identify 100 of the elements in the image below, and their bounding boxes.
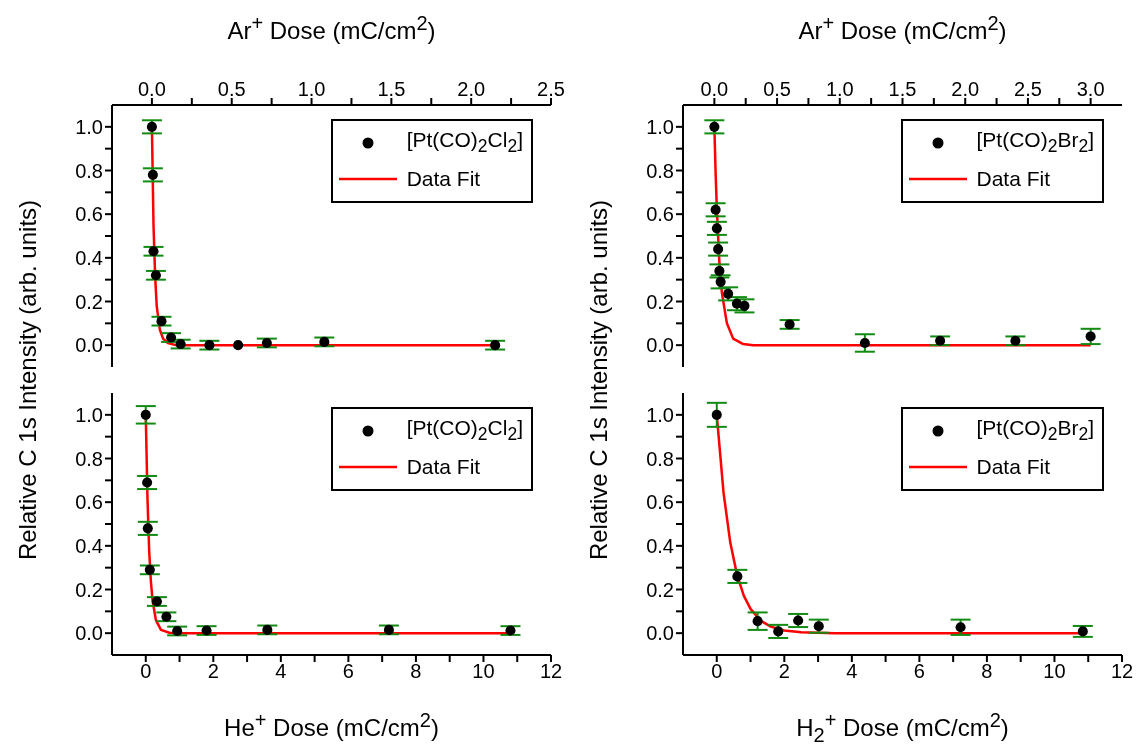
point	[204, 340, 215, 351]
legend-label: Data Fit	[406, 455, 481, 479]
x-tick-label: 1.5	[377, 78, 406, 100]
x-tick-label: 0.0	[700, 78, 729, 100]
y-tick-label: 0.2	[75, 578, 103, 601]
y-tick-label: 0.2	[75, 290, 103, 313]
legend-label: [Pt(CO)$_{2}$Cl$_{2}$]	[406, 128, 523, 158]
x-tick-label: 0	[711, 660, 723, 683]
x-tick-label: 1.5	[888, 78, 917, 100]
point	[1077, 626, 1088, 637]
point	[711, 223, 722, 234]
point	[140, 409, 151, 420]
y-tick-label: 1.0	[75, 403, 103, 426]
x-tick-label: 0.5	[217, 78, 246, 100]
point	[490, 340, 501, 351]
y-tick-label: 0.2	[646, 290, 674, 313]
point	[859, 337, 870, 349]
x-tick-label: 10	[1043, 660, 1066, 683]
point	[262, 624, 273, 635]
point	[319, 336, 330, 347]
legend-label: Data Fit	[406, 167, 481, 191]
point	[156, 316, 167, 327]
y-tick-label: 1.0	[646, 115, 674, 138]
point	[793, 615, 804, 626]
y-axis-title: Relative C 1s Intensity (arb. units)	[584, 198, 613, 563]
y-tick-label: 0.0	[646, 334, 674, 357]
y-tick-label: 0.6	[75, 203, 103, 226]
y-tick-label: 1.0	[646, 403, 674, 426]
point	[261, 337, 272, 349]
y-tick-label: 0.0	[75, 334, 103, 357]
point	[175, 339, 186, 350]
x-axis-title: Ar$^{+}$ Dose (mC/cm$^{2}$)	[226, 11, 437, 46]
point	[710, 204, 721, 215]
x-tick-label: 8	[981, 660, 993, 683]
point	[151, 596, 162, 607]
x-tick-label: 10	[472, 660, 495, 683]
point	[201, 625, 212, 636]
point	[148, 246, 159, 257]
point	[784, 319, 795, 330]
y-tick-label: 0.4	[646, 534, 674, 557]
y-tick-label: 0.0	[646, 622, 674, 645]
x-tick-label: 0.5	[763, 78, 791, 100]
x-axis-title: He$^{+}$ Dose (mC/cm$^{2}$)	[223, 708, 440, 743]
point	[505, 625, 516, 636]
point	[144, 564, 155, 575]
x-tick-label: 2.0	[951, 78, 980, 100]
y-tick-label: 0.4	[75, 534, 103, 557]
x-tick-label: 6	[342, 660, 354, 683]
y-tick-label: 0.2	[646, 578, 674, 601]
point	[233, 340, 244, 351]
x-tick-label: 2.5	[1014, 78, 1042, 100]
point	[383, 624, 394, 635]
y-tick-label: 0.8	[75, 159, 103, 182]
point	[142, 477, 153, 488]
point	[713, 244, 724, 255]
x-axis-title: H$_{2}$$^{+}$ Dose (mC/cm$^{2}$)	[795, 708, 1010, 748]
y-tick-label: 0.4	[646, 246, 674, 269]
point	[711, 409, 722, 420]
y-tick-label: 0.8	[646, 159, 674, 182]
y-tick-label: 0.8	[75, 447, 103, 470]
legend-label: [Pt(CO)$_{2}$Br$_{2}$]	[976, 416, 1094, 446]
legend-label: Data Fit	[976, 167, 1051, 191]
legend-label: [Pt(CO)$_{2}$Cl$_{2}$]	[406, 416, 523, 446]
x-tick-label: 1.0	[297, 78, 326, 100]
y-tick-label: 0.6	[75, 491, 103, 514]
x-tick-label: 2	[207, 660, 219, 683]
point	[935, 335, 946, 346]
point	[161, 611, 172, 622]
x-tick-label: 0	[140, 660, 152, 683]
point	[172, 625, 183, 637]
x-tick-label: 8	[410, 660, 422, 683]
x-tick-label: 1.0	[825, 78, 854, 100]
x-tick-label: 6	[913, 660, 925, 683]
point	[1010, 335, 1021, 346]
x-tick-label: 4	[275, 660, 287, 683]
x-tick-label: 0.0	[138, 78, 166, 100]
point	[813, 621, 824, 632]
x-tick-label: 2.5	[537, 78, 565, 100]
point	[142, 523, 153, 534]
point	[773, 626, 784, 637]
x-tick-label: 3.0	[1076, 78, 1105, 100]
point	[147, 169, 158, 180]
x-tick-label: 2	[778, 660, 790, 683]
x-axis-title: Ar$^{+}$ Dose (mC/cm$^{2}$)	[797, 11, 1008, 46]
x-tick-label: 12	[1110, 660, 1134, 683]
y-tick-label: 0.4	[75, 246, 103, 269]
y-tick-label: 0.6	[646, 203, 674, 226]
point	[146, 121, 157, 132]
point	[709, 121, 720, 132]
x-tick-label: 12	[539, 660, 563, 683]
legend-label: Data Fit	[976, 455, 1051, 479]
point	[1085, 331, 1096, 342]
y-tick-label: 0.6	[646, 491, 674, 514]
y-tick-label: 1.0	[75, 115, 103, 138]
x-tick-label: 2.0	[457, 78, 486, 100]
point	[752, 616, 763, 627]
point	[732, 571, 743, 582]
y-axis-title: Relative C 1s Intensity (arb. units)	[13, 198, 42, 563]
legend-label: [Pt(CO)$_{2}$Br$_{2}$]	[976, 128, 1094, 158]
point	[166, 332, 177, 343]
